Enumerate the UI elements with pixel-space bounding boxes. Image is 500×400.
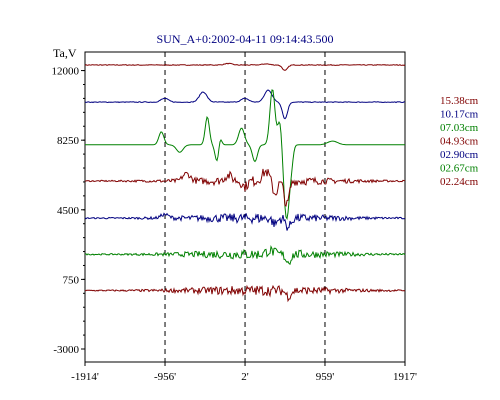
legend-entry: 04.93cm <box>440 136 479 148</box>
y-axis-ticks: 12000 8250 4500 750 -3000 <box>52 66 85 356</box>
legend-entry: 15.38cm <box>440 95 479 107</box>
series-lines <box>84 62 406 303</box>
legend-entry: 02.90cm <box>440 149 479 161</box>
x-tick-label: -1914' <box>71 371 99 383</box>
series-line-02.67cm <box>84 244 406 266</box>
series-line-02.24cm <box>84 284 406 303</box>
grid-lines <box>164 52 326 362</box>
legend-entry: 02.24cm <box>440 176 479 188</box>
series-line-02.90cm <box>84 212 406 231</box>
y-tick-label: 12000 <box>52 66 80 78</box>
legend-entry: 10.17cm <box>440 109 479 121</box>
y-tick-label: -3000 <box>53 344 79 356</box>
series-line-10.17cm <box>84 89 406 120</box>
x-axis-ticks: -1914' -956' 2' 959' 1917' <box>71 362 417 383</box>
legend-entry: 07.03cm <box>440 122 479 134</box>
series-line-15.38cm <box>84 62 406 71</box>
series-line-07.03cm <box>85 89 405 220</box>
legend-entry: 02.67cm <box>440 163 479 175</box>
chart-title: SUN_A+0:2002-04-11 09:14:43.500 <box>157 32 334 46</box>
x-tick-label: 959' <box>316 371 335 383</box>
x-tick-label: -956' <box>154 371 176 383</box>
y-tick-label: 4500 <box>57 205 80 217</box>
y-tick-label: 8250 <box>57 135 80 147</box>
x-tick-label: 1917' <box>393 371 417 383</box>
y-axis-label: Ta,V <box>53 46 77 60</box>
series-line-04.93cm <box>84 168 406 207</box>
x-tick-label: 2' <box>241 371 249 383</box>
y-tick-label: 750 <box>63 274 80 286</box>
